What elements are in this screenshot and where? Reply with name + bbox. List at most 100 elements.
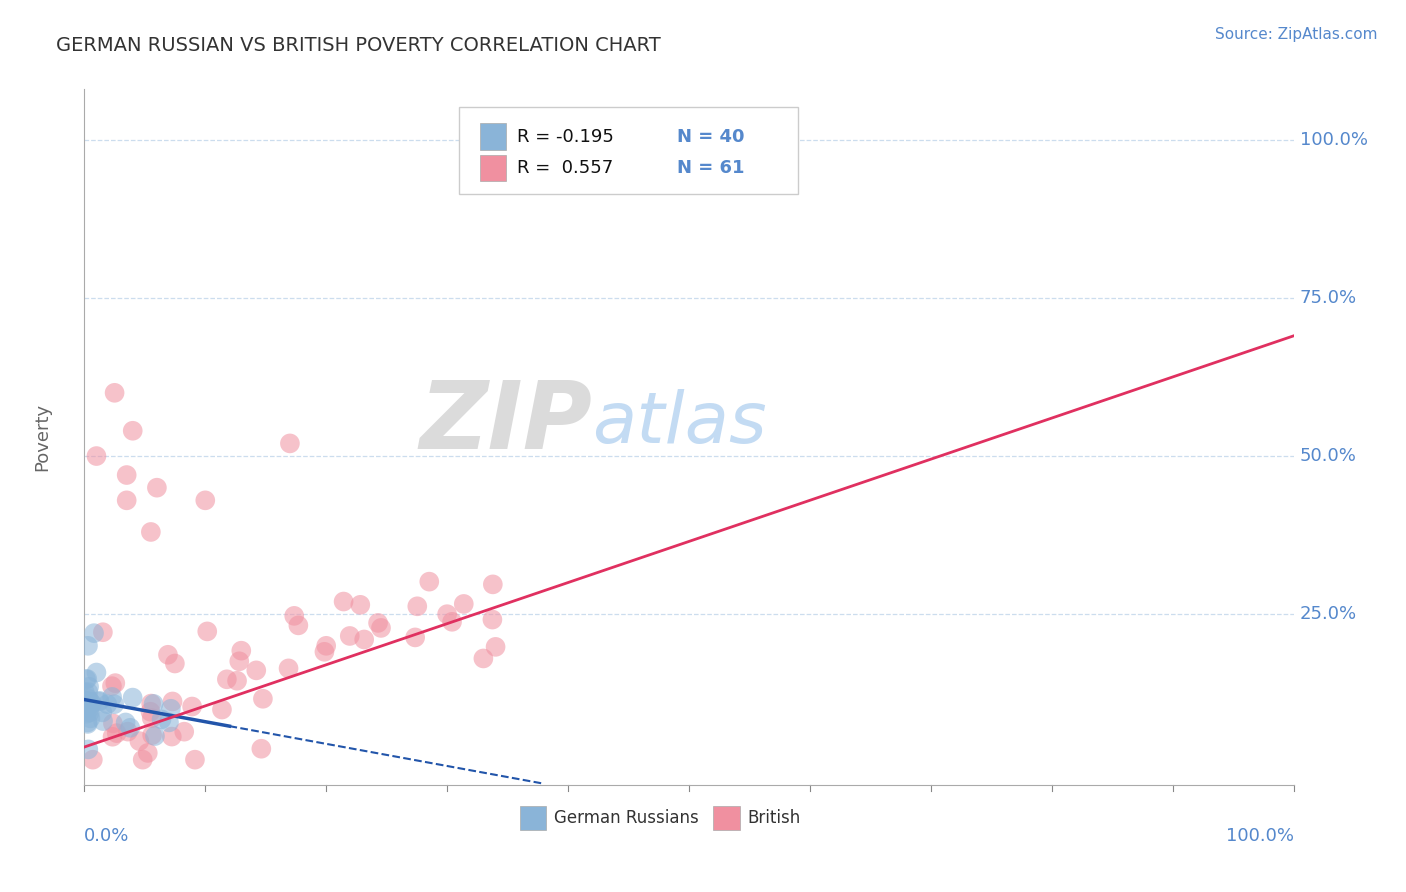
Point: [141, 711, 163, 725]
Point: [150, 712, 173, 726]
Point: [121, 690, 143, 705]
Point: [89, 695, 111, 709]
Point: [441, 615, 464, 629]
Point: [211, 702, 233, 716]
Point: [367, 615, 389, 630]
Point: [79, 695, 101, 709]
Text: N = 40: N = 40: [676, 128, 744, 145]
Point: [245, 664, 267, 678]
Point: [76, 717, 98, 731]
Point: [453, 597, 475, 611]
Point: [75, 696, 97, 710]
Point: [79, 701, 101, 715]
Bar: [479, 123, 506, 150]
Point: [79, 706, 101, 720]
Point: [146, 481, 169, 495]
Point: [283, 608, 305, 623]
Text: GERMAN RUSSIAN VS BRITISH POVERTY CORRELATION CHART: GERMAN RUSSIAN VS BRITISH POVERTY CORREL…: [56, 36, 661, 54]
Point: [252, 691, 274, 706]
Point: [370, 621, 392, 635]
Point: [132, 753, 155, 767]
Point: [482, 577, 505, 591]
Point: [76, 715, 98, 730]
Text: British: British: [747, 809, 800, 827]
Text: Source: ZipAtlas.com: Source: ZipAtlas.com: [1215, 27, 1378, 42]
Point: [141, 728, 163, 742]
Point: [121, 424, 143, 438]
Point: [277, 661, 299, 675]
Text: German Russians: German Russians: [554, 809, 699, 827]
Point: [76, 706, 98, 721]
Point: [128, 734, 150, 748]
Point: [76, 672, 98, 686]
Point: [250, 741, 273, 756]
FancyBboxPatch shape: [460, 106, 797, 194]
Point: [194, 493, 217, 508]
Point: [472, 651, 495, 665]
Bar: [479, 154, 506, 181]
Point: [481, 613, 503, 627]
Text: 100.0%: 100.0%: [1299, 131, 1368, 149]
Point: [76, 695, 98, 709]
Point: [83, 626, 105, 640]
Point: [75, 701, 97, 715]
Point: [77, 700, 100, 714]
Point: [163, 657, 186, 671]
Point: [139, 697, 162, 711]
Point: [181, 699, 204, 714]
Point: [73, 685, 96, 699]
Point: [353, 632, 375, 647]
Point: [77, 680, 100, 694]
Point: [436, 607, 458, 622]
Point: [226, 673, 249, 688]
Point: [228, 654, 250, 668]
Point: [104, 676, 127, 690]
Point: [73, 695, 96, 709]
Point: [120, 721, 142, 735]
Point: [314, 645, 336, 659]
Point: [160, 702, 183, 716]
Point: [173, 724, 195, 739]
Point: [77, 685, 100, 699]
Point: [96, 697, 118, 711]
Point: [73, 693, 96, 707]
Text: 75.0%: 75.0%: [1299, 289, 1357, 307]
Point: [215, 673, 238, 687]
Text: atlas: atlas: [592, 389, 766, 458]
Point: [101, 730, 124, 744]
Point: [103, 698, 125, 712]
Point: [101, 679, 124, 693]
Point: [339, 629, 361, 643]
Point: [162, 694, 184, 708]
Point: [287, 618, 309, 632]
Point: [91, 706, 114, 720]
Text: R =  0.557: R = 0.557: [517, 159, 613, 177]
Point: [315, 639, 337, 653]
Text: 0.0%: 0.0%: [84, 827, 129, 845]
Point: [418, 574, 440, 589]
Point: [89, 694, 111, 708]
Point: [117, 724, 139, 739]
Point: [101, 690, 124, 704]
Point: [77, 691, 100, 706]
Point: [136, 746, 159, 760]
Point: [79, 711, 101, 725]
Point: [139, 705, 162, 719]
Point: [77, 639, 100, 653]
Point: [91, 714, 114, 728]
Point: [77, 742, 100, 756]
Point: [406, 599, 429, 614]
Text: 25.0%: 25.0%: [1299, 605, 1357, 624]
Point: [231, 643, 253, 657]
Point: [73, 693, 96, 707]
Point: [156, 648, 179, 662]
Point: [142, 697, 165, 711]
Point: [139, 524, 162, 539]
Point: [278, 436, 301, 450]
Point: [115, 493, 138, 508]
Text: R = -0.195: R = -0.195: [517, 128, 614, 145]
Point: [114, 715, 136, 730]
Point: [157, 715, 180, 730]
Point: [404, 631, 426, 645]
Text: 50.0%: 50.0%: [1299, 447, 1357, 465]
